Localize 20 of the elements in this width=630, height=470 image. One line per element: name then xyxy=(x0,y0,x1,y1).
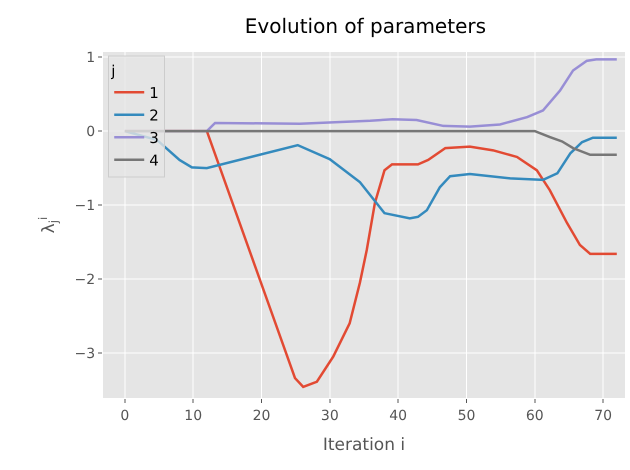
chart-title: Evolution of parameters xyxy=(244,14,486,38)
x-tick-label: 40 xyxy=(389,408,408,424)
legend-title: j xyxy=(110,62,116,80)
x-tick-label: 50 xyxy=(458,408,476,424)
y-tick-label: −2 xyxy=(74,272,96,288)
legend-label: 4 xyxy=(149,152,159,170)
x-tick-label: 10 xyxy=(184,408,202,424)
x-tick-label: 0 xyxy=(120,408,130,424)
y-tick-label: −3 xyxy=(74,346,96,362)
x-tick-label: 60 xyxy=(526,408,544,424)
legend-label: 3 xyxy=(149,129,159,148)
x-axis-title: Iteration i xyxy=(322,435,406,456)
legend-label: 1 xyxy=(149,84,159,102)
x-tick-label: 30 xyxy=(320,408,339,424)
x-tick-label: 70 xyxy=(594,408,612,424)
y-tick-label: 1 xyxy=(86,50,96,66)
x-tick-label: 20 xyxy=(252,408,270,424)
y-tick-label: 0 xyxy=(86,124,96,140)
legend-label: 2 xyxy=(149,106,159,125)
y-tick-label: −1 xyxy=(74,198,96,214)
